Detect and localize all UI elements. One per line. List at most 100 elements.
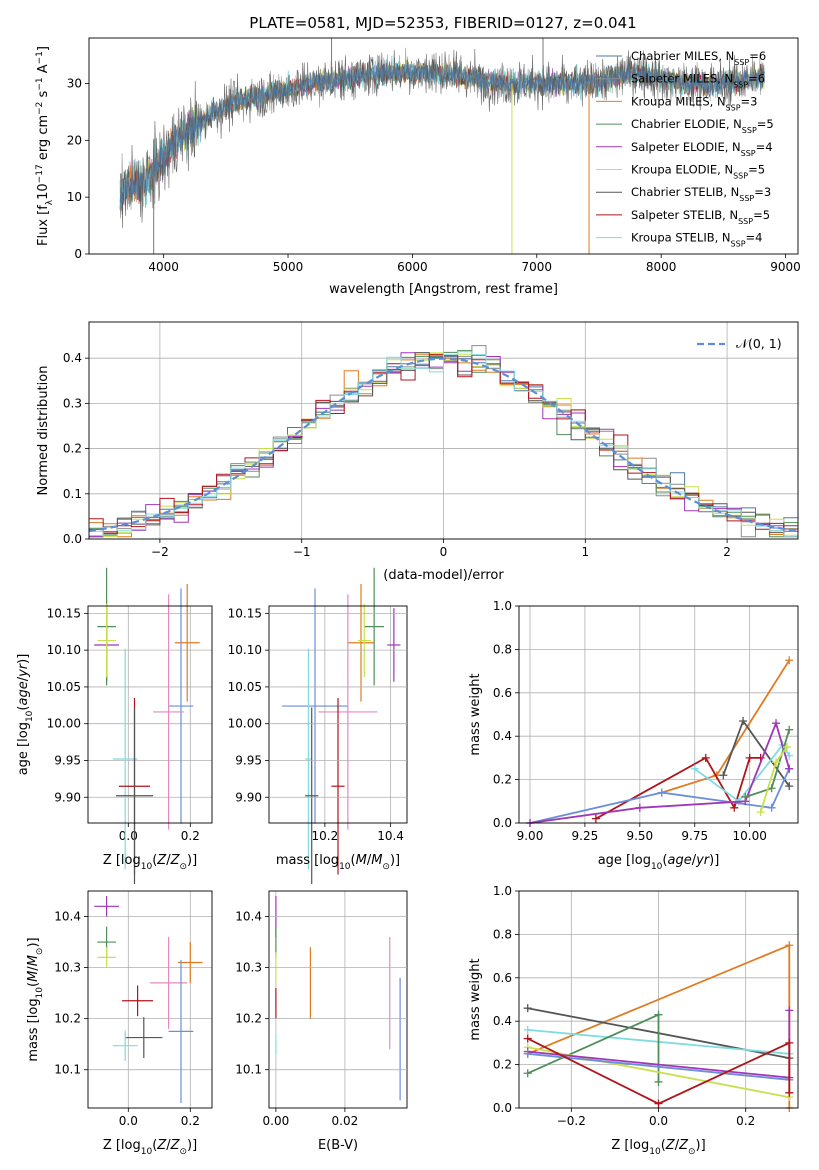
x-tick-label: 0.2: [736, 1114, 755, 1128]
y-tick-label: 0.6: [493, 971, 512, 985]
y-tick-label: 10.15: [228, 606, 262, 620]
x-tick-label: 0.0: [119, 829, 138, 843]
x-tick-label: 1: [581, 545, 589, 559]
x-tick-label: 9.75: [681, 829, 708, 843]
y-tick-label: 9.95: [54, 753, 81, 767]
y-tick-label: 9.95: [235, 753, 262, 767]
x-tick-label: 0: [440, 545, 448, 559]
series-line-blue: [529, 768, 791, 824]
y-tick-label: 0.8: [493, 642, 512, 656]
axes-frame: [518, 605, 799, 824]
y-tick-label: 10.2: [235, 1012, 262, 1026]
axes-frame: [268, 605, 408, 824]
axes-frame: [88, 37, 799, 255]
x-tick-label: 10.2: [311, 829, 338, 843]
y-axis-label: mass [log10(M/M⊙)]: [26, 937, 45, 1061]
series-marker: [654, 1077, 663, 1086]
series-marker: [756, 808, 765, 817]
series-marker: [783, 743, 792, 752]
y-tick-label: 10.10: [47, 643, 81, 657]
legend-label: Kroupa MILES, NSSP=3: [631, 94, 757, 112]
legend-label: Chabrier MILES, NSSP=6: [631, 49, 766, 67]
x-tick-label: −1: [293, 545, 311, 559]
x-axis-label: E(B-V): [318, 1138, 358, 1153]
x-tick-label: 7000: [522, 260, 553, 274]
histogram-step-kroupa-stelib: [89, 351, 798, 538]
y-tick-label: 1.0: [493, 884, 512, 898]
massweight-vs-metallicity-panel: −0.2 0.0 0.2 0.0 0.2 0.4 0.6 0.8 1.0 Z [log10(Z/Z…: [468, 884, 799, 1157]
series-line-chabrier-stelib: [722, 719, 790, 787]
x-tick-label: 6000: [397, 260, 428, 274]
normal-distribution-curve: [88, 357, 799, 533]
y-tick-label: 10.15: [47, 606, 81, 620]
series-line-salpeter-elodie: [529, 720, 791, 824]
x-axis-label: wavelength [Angstrom, rest frame]: [329, 282, 558, 297]
x-axis-label: age [log10(age/yr)]: [598, 853, 720, 872]
y-tick-label: 0.2: [63, 442, 82, 456]
x-tick-label: 0.2: [181, 1114, 200, 1128]
y-tick-label: 10.4: [235, 910, 262, 924]
series-marker: [523, 1034, 532, 1043]
x-tick-label: 0.00: [263, 1114, 290, 1128]
y-tick-label: 0.1: [63, 487, 82, 501]
age-vs-mass-panel: 10.2 10.4 mass [log10(M/M⊙)] 9.90 9.95 10.00 1…: [228, 567, 408, 885]
x-axis-label: mass [log10(M/M⊙)]: [276, 853, 400, 872]
x-axis-label: Z [log10(Z/Z⊙)]: [611, 1138, 705, 1157]
x-tick-label: 10.4: [377, 829, 404, 843]
x-tick-label: 10.00: [732, 829, 766, 843]
series-marker: [745, 753, 754, 762]
series-line-kroupa-stelib: [694, 743, 790, 803]
x-tick-label: 5000: [273, 260, 304, 274]
series-marker: [785, 725, 794, 734]
x-tick-label: 8000: [646, 260, 677, 274]
age-vs-metallicity-panel: 0.0 0.2 9.90 9.95 10.00 10.05 10.10 10.15 Z [log…: [16, 567, 213, 885]
x-tick-label: −0.2: [557, 1114, 586, 1128]
series-marker: [523, 1004, 532, 1013]
massweight-vs-age-panel: 9.00 9.25 9.50 9.75 10.00 0.0 0.2 0.4 0.6 0.8 1.0 a…: [468, 599, 799, 872]
y-tick-label: 10.00: [228, 717, 262, 731]
series-marker: [785, 764, 794, 773]
y-tick-label: 30: [67, 76, 82, 90]
x-axis-label: Z [log10(Z/Z⊙)]: [103, 1138, 197, 1157]
legend-label: Chabrier ELODIE, NSSP=5: [631, 117, 774, 135]
series-marker: [657, 788, 666, 797]
y-axis-label: age [log10(age/yr)]: [16, 654, 35, 776]
spectrum-line-chabrier-miles: [119, 59, 765, 211]
x-tick-label: 0.0: [119, 1114, 138, 1128]
legend-label: Chabrier STELIB, NSSP=3: [631, 185, 771, 203]
residual-histogram-panel: −2 −1 0 1 2 0.0 0.1 0.2 0.3 0.4 (data-model)/error…: [36, 321, 799, 583]
y-tick-label: 10.1: [235, 1063, 262, 1077]
y-axis-label: mass weight: [468, 958, 483, 1040]
mass-vs-metallicity-panel: 0.0 0.2 10.1 10.2 10.3 10.4 Z [log10(Z/Z⊙)] mas…: [26, 890, 213, 1157]
y-tick-label: 20: [67, 133, 82, 147]
series-line-salpeter-stelib: [527, 1037, 791, 1105]
x-tick-label: 9.00: [517, 829, 544, 843]
x-tick-label: 0.0: [649, 1114, 668, 1128]
y-tick-label: 9.90: [54, 790, 81, 804]
legend-label: Salpeter STELIB, NSSP=5: [631, 208, 770, 226]
x-tick-label: 0.02: [332, 1114, 359, 1128]
x-tick-label: 9000: [770, 260, 801, 274]
series-marker: [785, 941, 794, 950]
y-tick-label: 10.1: [54, 1063, 81, 1077]
series-marker: [635, 803, 644, 812]
axes-frame: [518, 890, 799, 1109]
series-marker: [701, 753, 710, 762]
series-marker: [741, 792, 750, 801]
y-tick-label: 0.6: [493, 686, 512, 700]
x-tick-label: 4000: [148, 260, 179, 274]
series-marker: [730, 803, 739, 812]
axes-frame: [87, 605, 213, 824]
legend-label: Salpeter ELODIE, NSSP=4: [631, 140, 773, 158]
y-tick-label: 0.0: [63, 532, 82, 546]
series-marker: [772, 719, 781, 728]
series-marker: [654, 1099, 663, 1108]
y-tick-label: 0.2: [493, 773, 512, 787]
series-marker: [785, 1038, 794, 1047]
y-tick-label: 0.0: [493, 816, 512, 830]
series-marker: [772, 758, 781, 767]
legend-label: 𝒩(0, 1): [736, 336, 782, 351]
series-marker: [591, 814, 600, 823]
x-tick-label: 0.2: [181, 829, 200, 843]
y-tick-label: 0.4: [493, 1014, 512, 1028]
